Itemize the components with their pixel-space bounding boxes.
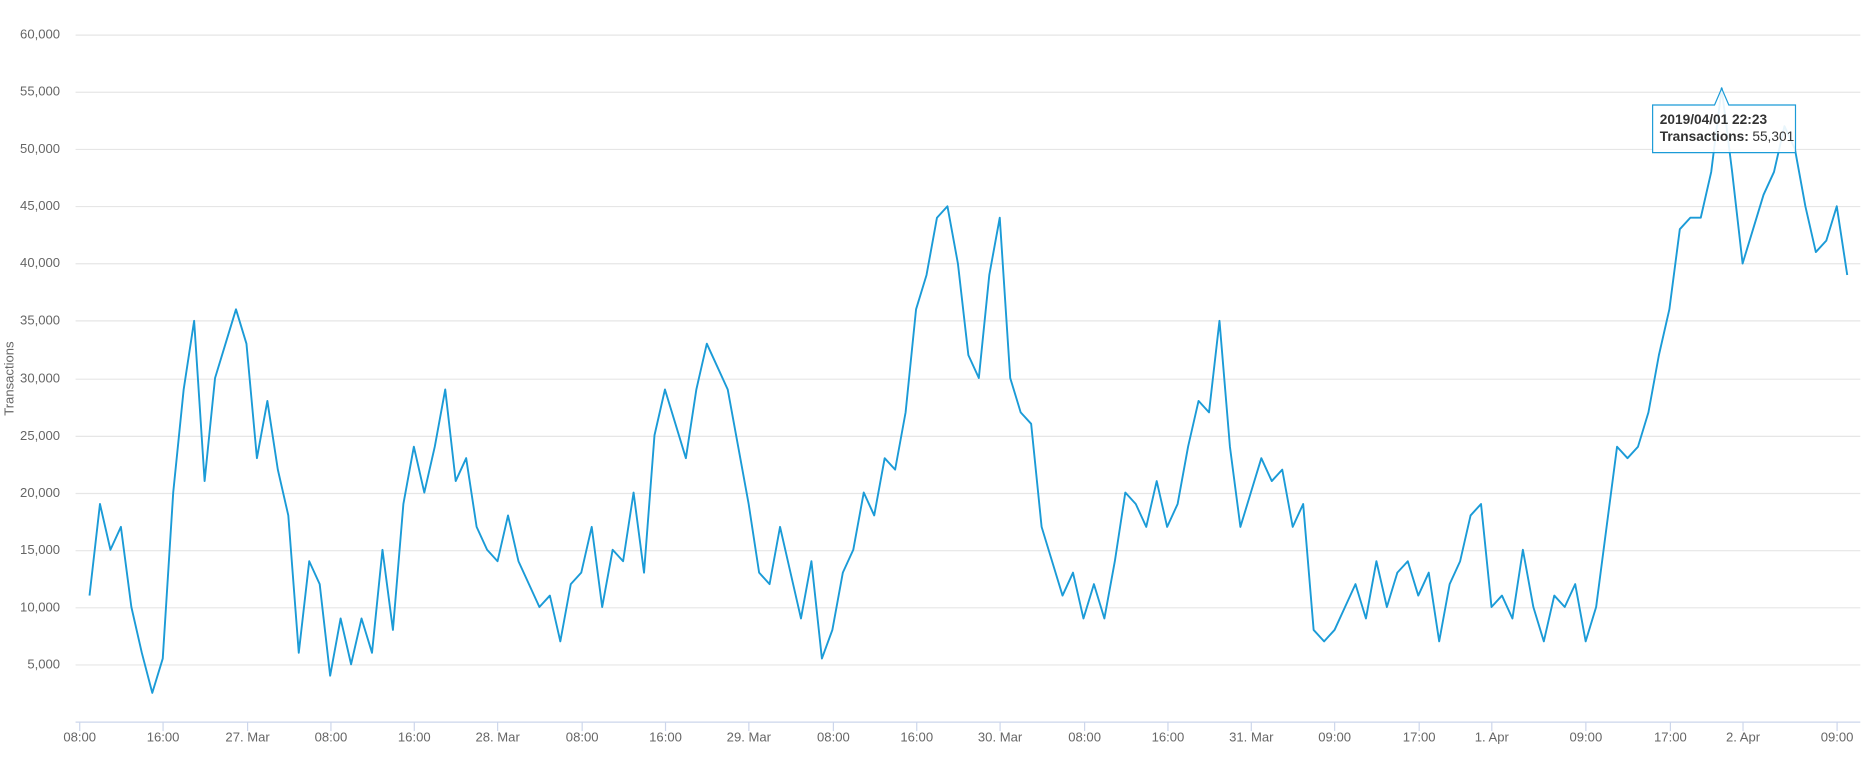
x-tick-label: 28. Mar xyxy=(475,730,520,745)
y-tick-label: 30,000 xyxy=(20,371,60,386)
x-tick-label: 08:00 xyxy=(566,730,599,745)
x-tick-label: 2. Apr xyxy=(1726,730,1761,745)
y-axis-title: Transactions xyxy=(2,341,17,416)
y-tick-label: 5,000 xyxy=(27,656,60,671)
x-tick-label: 09:00 xyxy=(1318,730,1351,745)
x-tick-label: 16:00 xyxy=(398,730,431,745)
x-tick-label: 16:00 xyxy=(1152,730,1185,745)
y-tick-label: 60,000 xyxy=(20,27,60,42)
x-tick-label: 08:00 xyxy=(817,730,850,745)
x-tick-label: 09:00 xyxy=(1821,730,1854,745)
x-tick-label: 1. Apr xyxy=(1475,730,1510,745)
y-tick-label: 55,000 xyxy=(20,84,60,99)
y-tick-label: 15,000 xyxy=(20,542,60,557)
x-tick-label: 08:00 xyxy=(1068,730,1101,745)
tooltip-value: 55,301 xyxy=(1752,129,1794,144)
x-tick-label: 31. Mar xyxy=(1229,730,1274,745)
series-line xyxy=(88,87,1849,694)
tooltip-title: 2019/04/01 22:23 xyxy=(1660,112,1768,127)
tooltip: 2019/04/01 22:23 Transactions: 55,301 xyxy=(1652,86,1797,154)
x-tick-label: 08:00 xyxy=(63,730,96,745)
x-tick-label: 27. Mar xyxy=(225,730,270,745)
tooltip-box xyxy=(1652,86,1797,154)
y-tick-label: 10,000 xyxy=(20,599,60,614)
y-tick-label: 40,000 xyxy=(20,255,60,270)
x-tick-label: 16:00 xyxy=(147,730,180,745)
x-tick-label: 30. Mar xyxy=(978,730,1023,745)
x-tick-label: 29. Mar xyxy=(727,730,772,745)
x-tick-label: 08:00 xyxy=(315,730,348,745)
x-tick-label: 16:00 xyxy=(900,730,933,745)
y-tick-label: 35,000 xyxy=(20,312,60,327)
tooltip-label: Transactions: xyxy=(1660,129,1749,144)
y-tick-label: 25,000 xyxy=(20,428,60,443)
x-tick-label: 17:00 xyxy=(1403,730,1436,745)
grid xyxy=(75,34,1861,666)
x-tick-label: 17:00 xyxy=(1654,730,1687,745)
x-tick-label: 09:00 xyxy=(1570,730,1603,745)
tooltip-line: Transactions: 55,301 xyxy=(1660,129,1794,144)
x-tick-label: 16:00 xyxy=(649,730,682,745)
y-tick-label: 50,000 xyxy=(20,141,60,156)
y-tick-label: 20,000 xyxy=(20,485,60,500)
y-tick-label: 45,000 xyxy=(20,198,60,213)
